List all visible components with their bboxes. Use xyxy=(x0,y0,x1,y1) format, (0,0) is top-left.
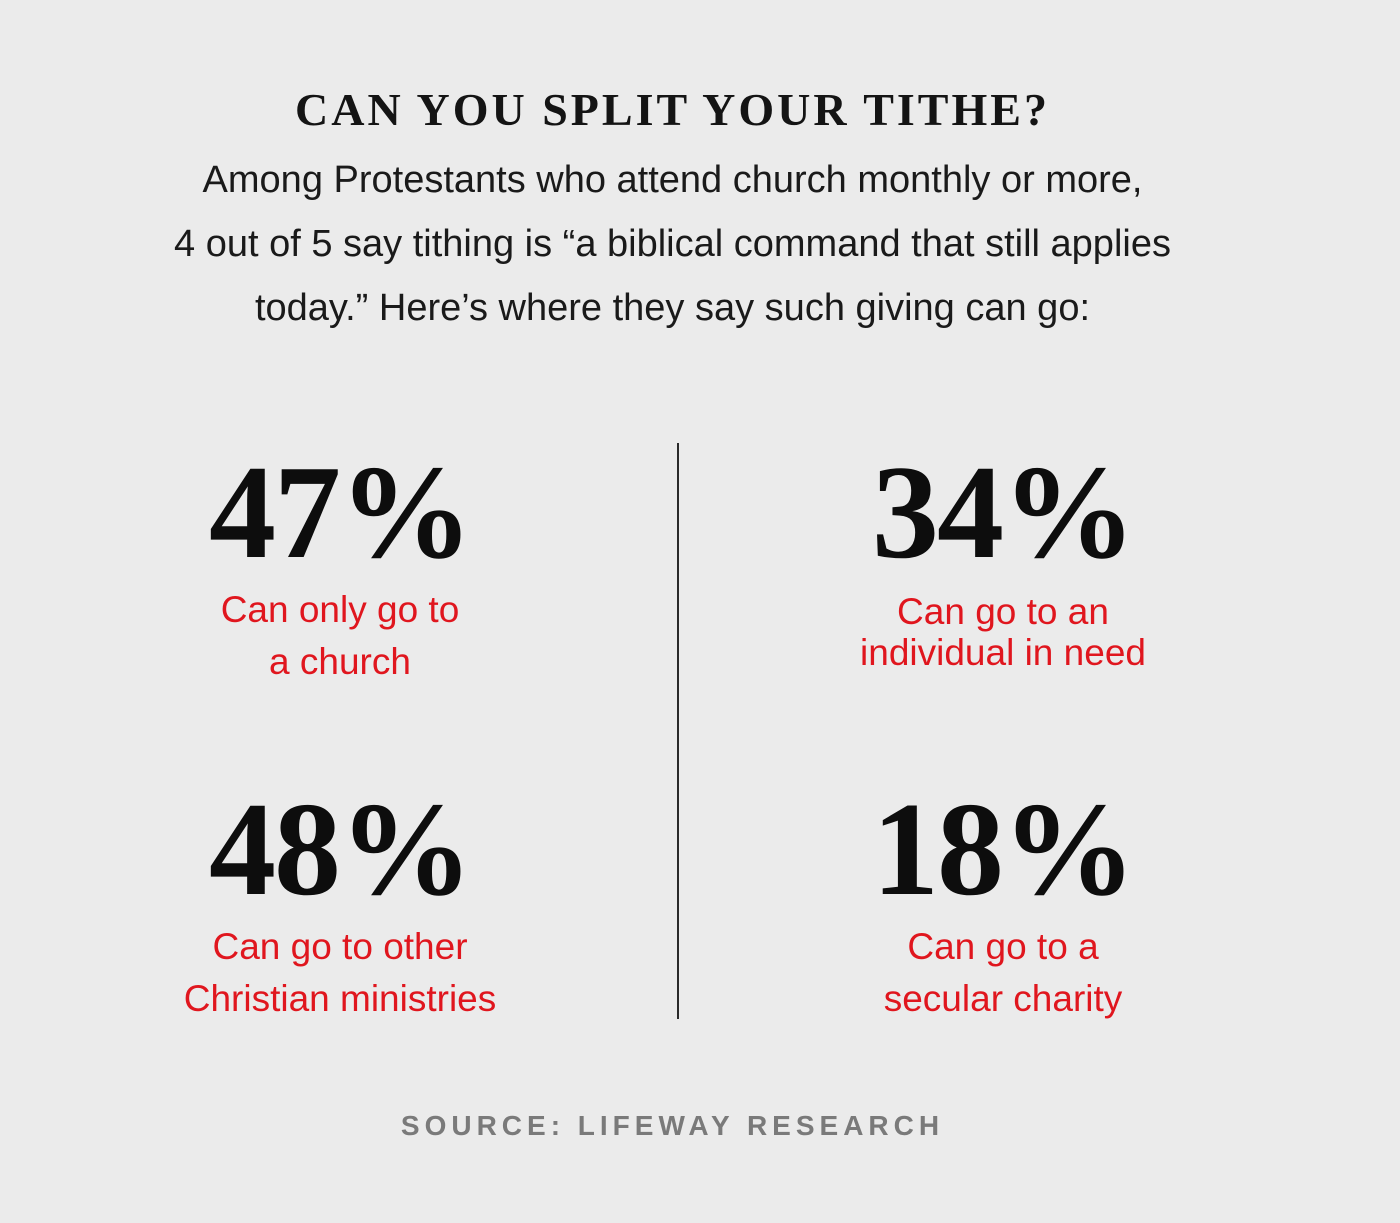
stat-label: Can go to other Christian ministries xyxy=(60,921,620,1025)
stat-label: Can go to an individual in need xyxy=(723,591,1283,673)
source-credit: SOURCE: LIFEWAY RESEARCH xyxy=(400,1110,945,1141)
chart-subtitle: Among Protestants who attend church mont… xyxy=(80,148,1265,340)
stat-secular-charity: 18% Can go to a secular charity xyxy=(723,779,1283,1025)
stat-label-line: Christian ministries xyxy=(183,978,497,1019)
subtitle-line: 4 out of 5 say tithing is “a biblical co… xyxy=(174,223,1171,265)
stat-value: 34% xyxy=(872,438,1136,586)
stat-label-line: individual in need xyxy=(860,632,1146,673)
stat-label-line: Can only go to xyxy=(220,589,460,630)
subtitle-line: today.” Here’s where they say such givin… xyxy=(254,287,1091,329)
stat-value: 18% xyxy=(872,775,1136,923)
stat-label-line: a church xyxy=(269,641,411,682)
stat-value: 47% xyxy=(209,438,473,586)
stat-church-only: 47% Can only go to a church xyxy=(60,442,620,688)
stat-label-line: secular charity xyxy=(883,978,1123,1019)
chart-title: CAN YOU SPLIT YOUR TITHE? xyxy=(295,84,1050,135)
stat-label: Can only go to a church xyxy=(60,584,620,688)
stat-individual-in-need: 34% Can go to an individual in need xyxy=(723,442,1283,673)
stat-label: Can go to a secular charity xyxy=(723,921,1283,1025)
center-divider xyxy=(677,443,679,1019)
stat-value: 48% xyxy=(209,775,473,923)
stat-label-line: Can go to an xyxy=(897,591,1109,632)
stat-label-line: Can go to other xyxy=(212,926,468,967)
subtitle-line: Among Protestants who attend church mont… xyxy=(202,159,1143,201)
stat-christian-ministries: 48% Can go to other Christian ministries xyxy=(60,779,620,1025)
stat-label-line: Can go to a xyxy=(907,926,1099,967)
